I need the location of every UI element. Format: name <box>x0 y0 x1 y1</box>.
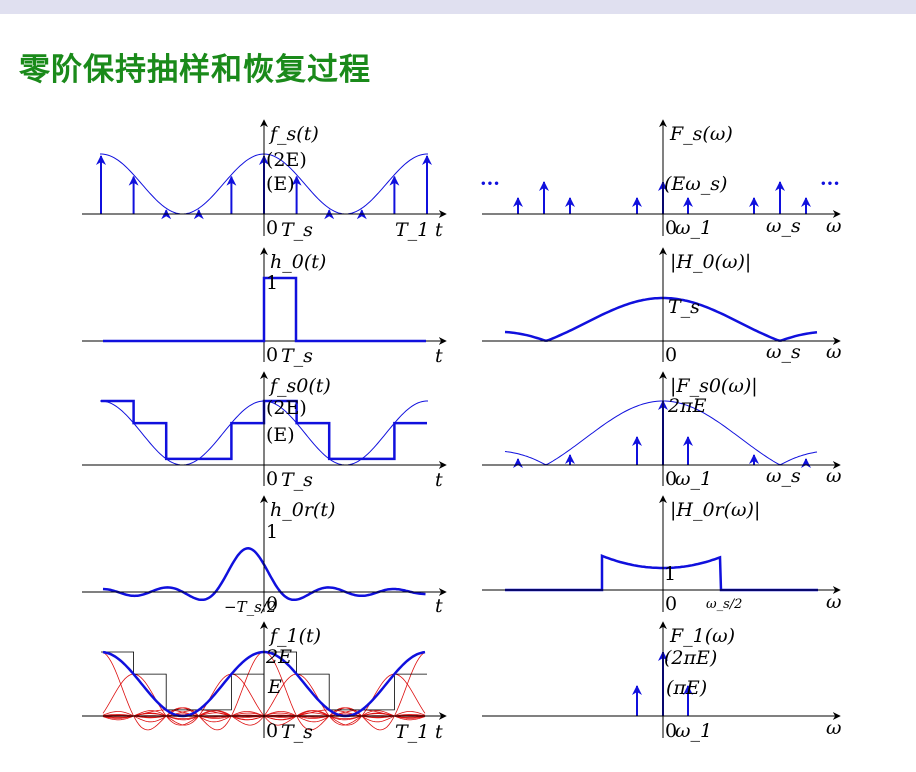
w1-label: ω_1 <box>675 217 712 239</box>
ts-label: T_s <box>281 469 313 491</box>
function-label: f_s0(t) <box>268 375 331 397</box>
origin-label: 0 <box>266 720 278 742</box>
panel-fs0-t: f_s0(t) (2E) (E) 0 T_s t <box>82 371 447 491</box>
ws-label: ω_s <box>766 215 801 237</box>
origin-label: 0 <box>665 593 677 615</box>
panel-Fs0-w: |F_s0(ω)| 2πE 0 ω_1 ω_s ω <box>482 371 842 490</box>
panel-fs-t: f_s(t) (2E) (E) 0 T_s T_1 t <box>82 119 447 241</box>
panel-f1-t: f_1(t) 2E E 0 T_s T_1 t <box>82 621 447 743</box>
axis-t-label: t <box>435 721 443 743</box>
axis-w-label: ω <box>826 215 842 237</box>
impulse-strength-label: (Eω_s) <box>664 173 727 195</box>
t1-label: T_1 <box>395 721 429 743</box>
panel-h0r-t: h_0r(t) 1 −T_s/2 0 t <box>82 495 447 617</box>
ts-label: T_s <box>668 296 700 318</box>
axis-w-label: ω <box>826 717 842 739</box>
level-e-label: (E) <box>266 424 295 446</box>
origin-label: 0 <box>665 720 677 742</box>
ellipsis-right: ··· <box>820 173 840 195</box>
level-2e-label: (2E) <box>266 149 307 171</box>
origin-label: 0 <box>266 217 278 239</box>
panel-H0r-w: |H_0r(ω)| 1 0 ω_s/2 ω <box>482 495 842 615</box>
panel-Fs-w: F_s(ω) (Eω_s) 0 ω_1 ω_s ω ··· ··· <box>480 119 842 239</box>
origin-label: 0 <box>665 217 677 239</box>
ws-label: ω_s <box>766 465 801 487</box>
page-title: 零阶保持抽样和恢复过程 <box>19 52 371 88</box>
t1-label: T_1 <box>395 219 429 241</box>
origin-label: 0 <box>665 468 677 490</box>
w1-label: ω_1 <box>675 468 712 490</box>
function-label: h_0(t) <box>270 251 326 273</box>
ws-label: ω_s <box>766 341 801 363</box>
level-e-label: E <box>267 676 282 698</box>
level-pie-label: (πE) <box>666 677 707 699</box>
peak-label: 2πE <box>667 395 707 417</box>
ts-label: T_s <box>281 721 313 743</box>
origin-label: 0 <box>266 468 278 490</box>
function-label: F_1(ω) <box>669 625 735 647</box>
compensation-filter-response <box>505 553 818 592</box>
hold-spectrum-curve <box>504 296 818 342</box>
function-label: F_s(ω) <box>669 123 733 145</box>
sinc-envelope <box>504 400 818 466</box>
axis-t-label: t <box>435 219 443 241</box>
function-label: f_1(t) <box>268 625 321 647</box>
origin-label: 0 <box>665 344 677 366</box>
ts-label: T_s <box>281 345 313 367</box>
function-label: f_s(t) <box>268 123 319 145</box>
origin-label: 0 <box>266 344 278 366</box>
one-label: 1 <box>664 563 676 585</box>
hold-pulse <box>103 276 426 343</box>
spectrum-impulses <box>513 181 811 214</box>
axis-w-label: ω <box>826 591 842 613</box>
ellipsis-left: ··· <box>480 173 500 195</box>
w1-label: ω_1 <box>675 720 712 742</box>
axis-t-label: t <box>435 345 443 367</box>
function-label: |H_0(ω)| <box>670 251 751 273</box>
one-label: 1 <box>266 521 278 543</box>
level-2e-label: (2E) <box>266 397 307 419</box>
axis-t-label: t <box>435 595 443 617</box>
origin-label: 0 <box>266 593 278 615</box>
top-bar <box>0 0 916 14</box>
half-ws-label: ω_s/2 <box>706 597 742 612</box>
function-label: |H_0r(ω)| <box>670 499 760 521</box>
panel-F1-w: F_1(ω) (2πE) (πE) 0 ω_1 ω <box>482 621 842 742</box>
panel-H0-w: |H_0(ω)| T_s 0 ω_s ω <box>482 247 842 366</box>
level-2pie-label: (2πE) <box>664 647 717 669</box>
axis-w-label: ω <box>826 465 842 487</box>
axis-w-label: ω <box>826 341 842 363</box>
one-label: 1 <box>266 272 278 294</box>
axis-t-label: t <box>435 469 443 491</box>
function-label: |F_s0(ω)| <box>670 375 758 397</box>
panel-h0-t: h_0(t) 1 0 T_s t <box>82 247 447 367</box>
function-label: h_0r(t) <box>270 499 335 521</box>
ts-label: T_s <box>281 219 313 241</box>
neg-half-ts-label: −T_s/2 <box>224 598 276 616</box>
level-e-label: (E) <box>266 173 295 195</box>
level-2e-label: 2E <box>265 646 292 668</box>
